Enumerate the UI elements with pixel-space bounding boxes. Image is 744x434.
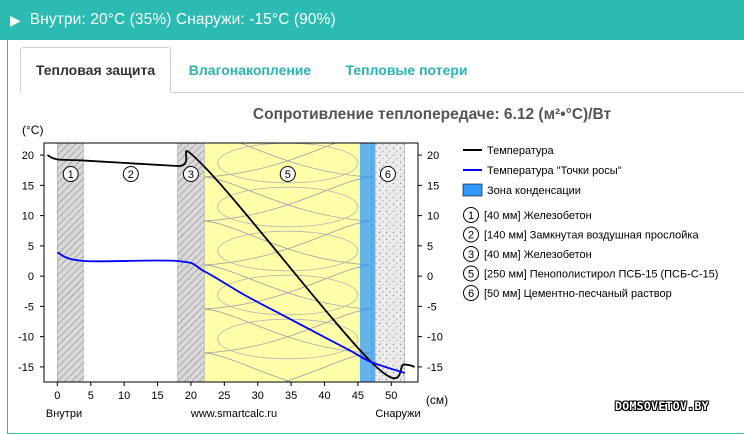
- triangle-right-icon[interactable]: ▶: [10, 11, 21, 28]
- layer-badge-label-1: 1: [68, 169, 74, 181]
- x-label-site: www.smartcalc.ru: [190, 408, 277, 420]
- layer-legend-badge-5: [463, 265, 479, 282]
- layer-badge-label-5: 5: [285, 169, 291, 181]
- layer-badge-2: [122, 166, 139, 182]
- y-tick-label-right: -10: [427, 332, 443, 344]
- legend-label-2: Зона конденсации: [487, 185, 581, 197]
- x-axis-label: (см): [426, 393, 448, 407]
- tab-bar: Тепловая защита Влагонакопление Тепловые…: [20, 47, 484, 93]
- y-tick-label-right: 5: [427, 241, 433, 253]
- layer-legend-num-6: 6: [468, 288, 474, 300]
- x-tick-label: 40: [318, 390, 330, 402]
- y-tick-label-left: -10: [18, 332, 34, 344]
- layer-2-fill: [84, 143, 178, 382]
- layer-legend-num-3: 3: [468, 249, 474, 261]
- y-tick-label-left: 10: [22, 211, 34, 223]
- legend-label-0: Температура: [487, 145, 555, 157]
- layer-legend-badge-2: [463, 226, 479, 243]
- layer-badge-3: [182, 166, 199, 182]
- watermark: DOMSOVETOV.BY: [615, 399, 709, 413]
- y-tick-label-left: 5: [28, 241, 34, 253]
- layer-legend-label-5: [250 мм] Пенополистирол ПСБ-15 (ПСБ-С-15…: [484, 269, 718, 281]
- tab-divider: [20, 92, 744, 93]
- x-tick-label: 0: [54, 390, 60, 402]
- legend-label-1: Температура "Точки росы": [487, 165, 622, 177]
- layer-legend-badge-3: [463, 246, 479, 262]
- x-tick-label: 30: [252, 390, 264, 402]
- y-tick-label-right: -5: [427, 301, 437, 313]
- y-tick-label-left: 0: [28, 271, 34, 283]
- legend-box-2: [462, 183, 483, 197]
- y-tick-label-right: 0: [427, 271, 433, 283]
- layer-badge-label-3: 3: [188, 169, 194, 181]
- layer-legend-label-2: [140 мм] Замкнутая воздушная прослойка: [484, 230, 699, 242]
- layer-legend-badge-6: [463, 285, 479, 301]
- y-tick-label-right: 10: [427, 211, 439, 223]
- y-tick-label-left: -15: [18, 362, 34, 374]
- layer-badge-label-6: 6: [385, 169, 391, 181]
- x-label-outside: Снаружи: [375, 408, 420, 420]
- chart-title: Сопротивление теплопередаче: 6.12 (м²•°C…: [253, 106, 612, 123]
- layer-legend-num-1: 1: [468, 210, 474, 222]
- x-label-inside: Внутри: [46, 408, 82, 420]
- x-tick-label: 20: [185, 390, 197, 402]
- layer-legend-num-5: 5: [468, 269, 474, 281]
- header-title[interactable]: Внутри: 20°C (35%) Снаружи: -15°C (90%): [29, 11, 336, 28]
- tab-thermal-protection[interactable]: Тепловая защита: [20, 47, 171, 93]
- x-tick-label: 35: [285, 390, 297, 402]
- tab-moisture[interactable]: Влагонакопление: [188, 62, 312, 78]
- y-tick-label-left: 15: [22, 180, 34, 192]
- layer-legend-label-3: [40 мм] Железобетон: [484, 249, 592, 261]
- y-tick-label-right: 15: [427, 180, 439, 192]
- layer-badge-1: [62, 166, 79, 182]
- dew-point-line: [57, 251, 405, 374]
- x-tick-label: 5: [88, 390, 94, 402]
- y-tick-label-right: -15: [427, 362, 443, 374]
- layer-legend-num-2: 2: [468, 230, 474, 242]
- condensation-zone: [359, 143, 376, 382]
- header-bar[interactable]: ▶ Внутри: 20°C (35%) Снаружи: -15°C (90%…: [0, 0, 744, 40]
- layer-badge-6: [379, 166, 396, 182]
- layer-legend-label-1: [40 мм] Железобетон: [484, 210, 592, 222]
- y-tick-label-left: 20: [22, 150, 34, 162]
- x-tick-label: 10: [118, 390, 130, 402]
- y-tick-label-right: 20: [427, 150, 439, 162]
- x-tick-label: 25: [218, 390, 230, 402]
- layer-badge-5: [279, 166, 296, 182]
- x-tick-label: 45: [352, 390, 364, 402]
- layer-legend-badge-1: [463, 207, 479, 223]
- y-axis-label: (°C): [22, 123, 43, 137]
- plot-frame: [43, 142, 419, 383]
- layer-1-fill: [57, 142, 85, 383]
- x-tick-label: 50: [385, 390, 397, 402]
- y-tick-label-left: -5: [24, 301, 34, 313]
- layer-legend-label-6: [50 мм] Цементно-песчаный раствор: [484, 288, 672, 300]
- x-tick-label: 15: [151, 390, 163, 402]
- tab-heat-loss[interactable]: Тепловые потери: [345, 62, 468, 78]
- layer-badge-label-2: 2: [128, 169, 134, 181]
